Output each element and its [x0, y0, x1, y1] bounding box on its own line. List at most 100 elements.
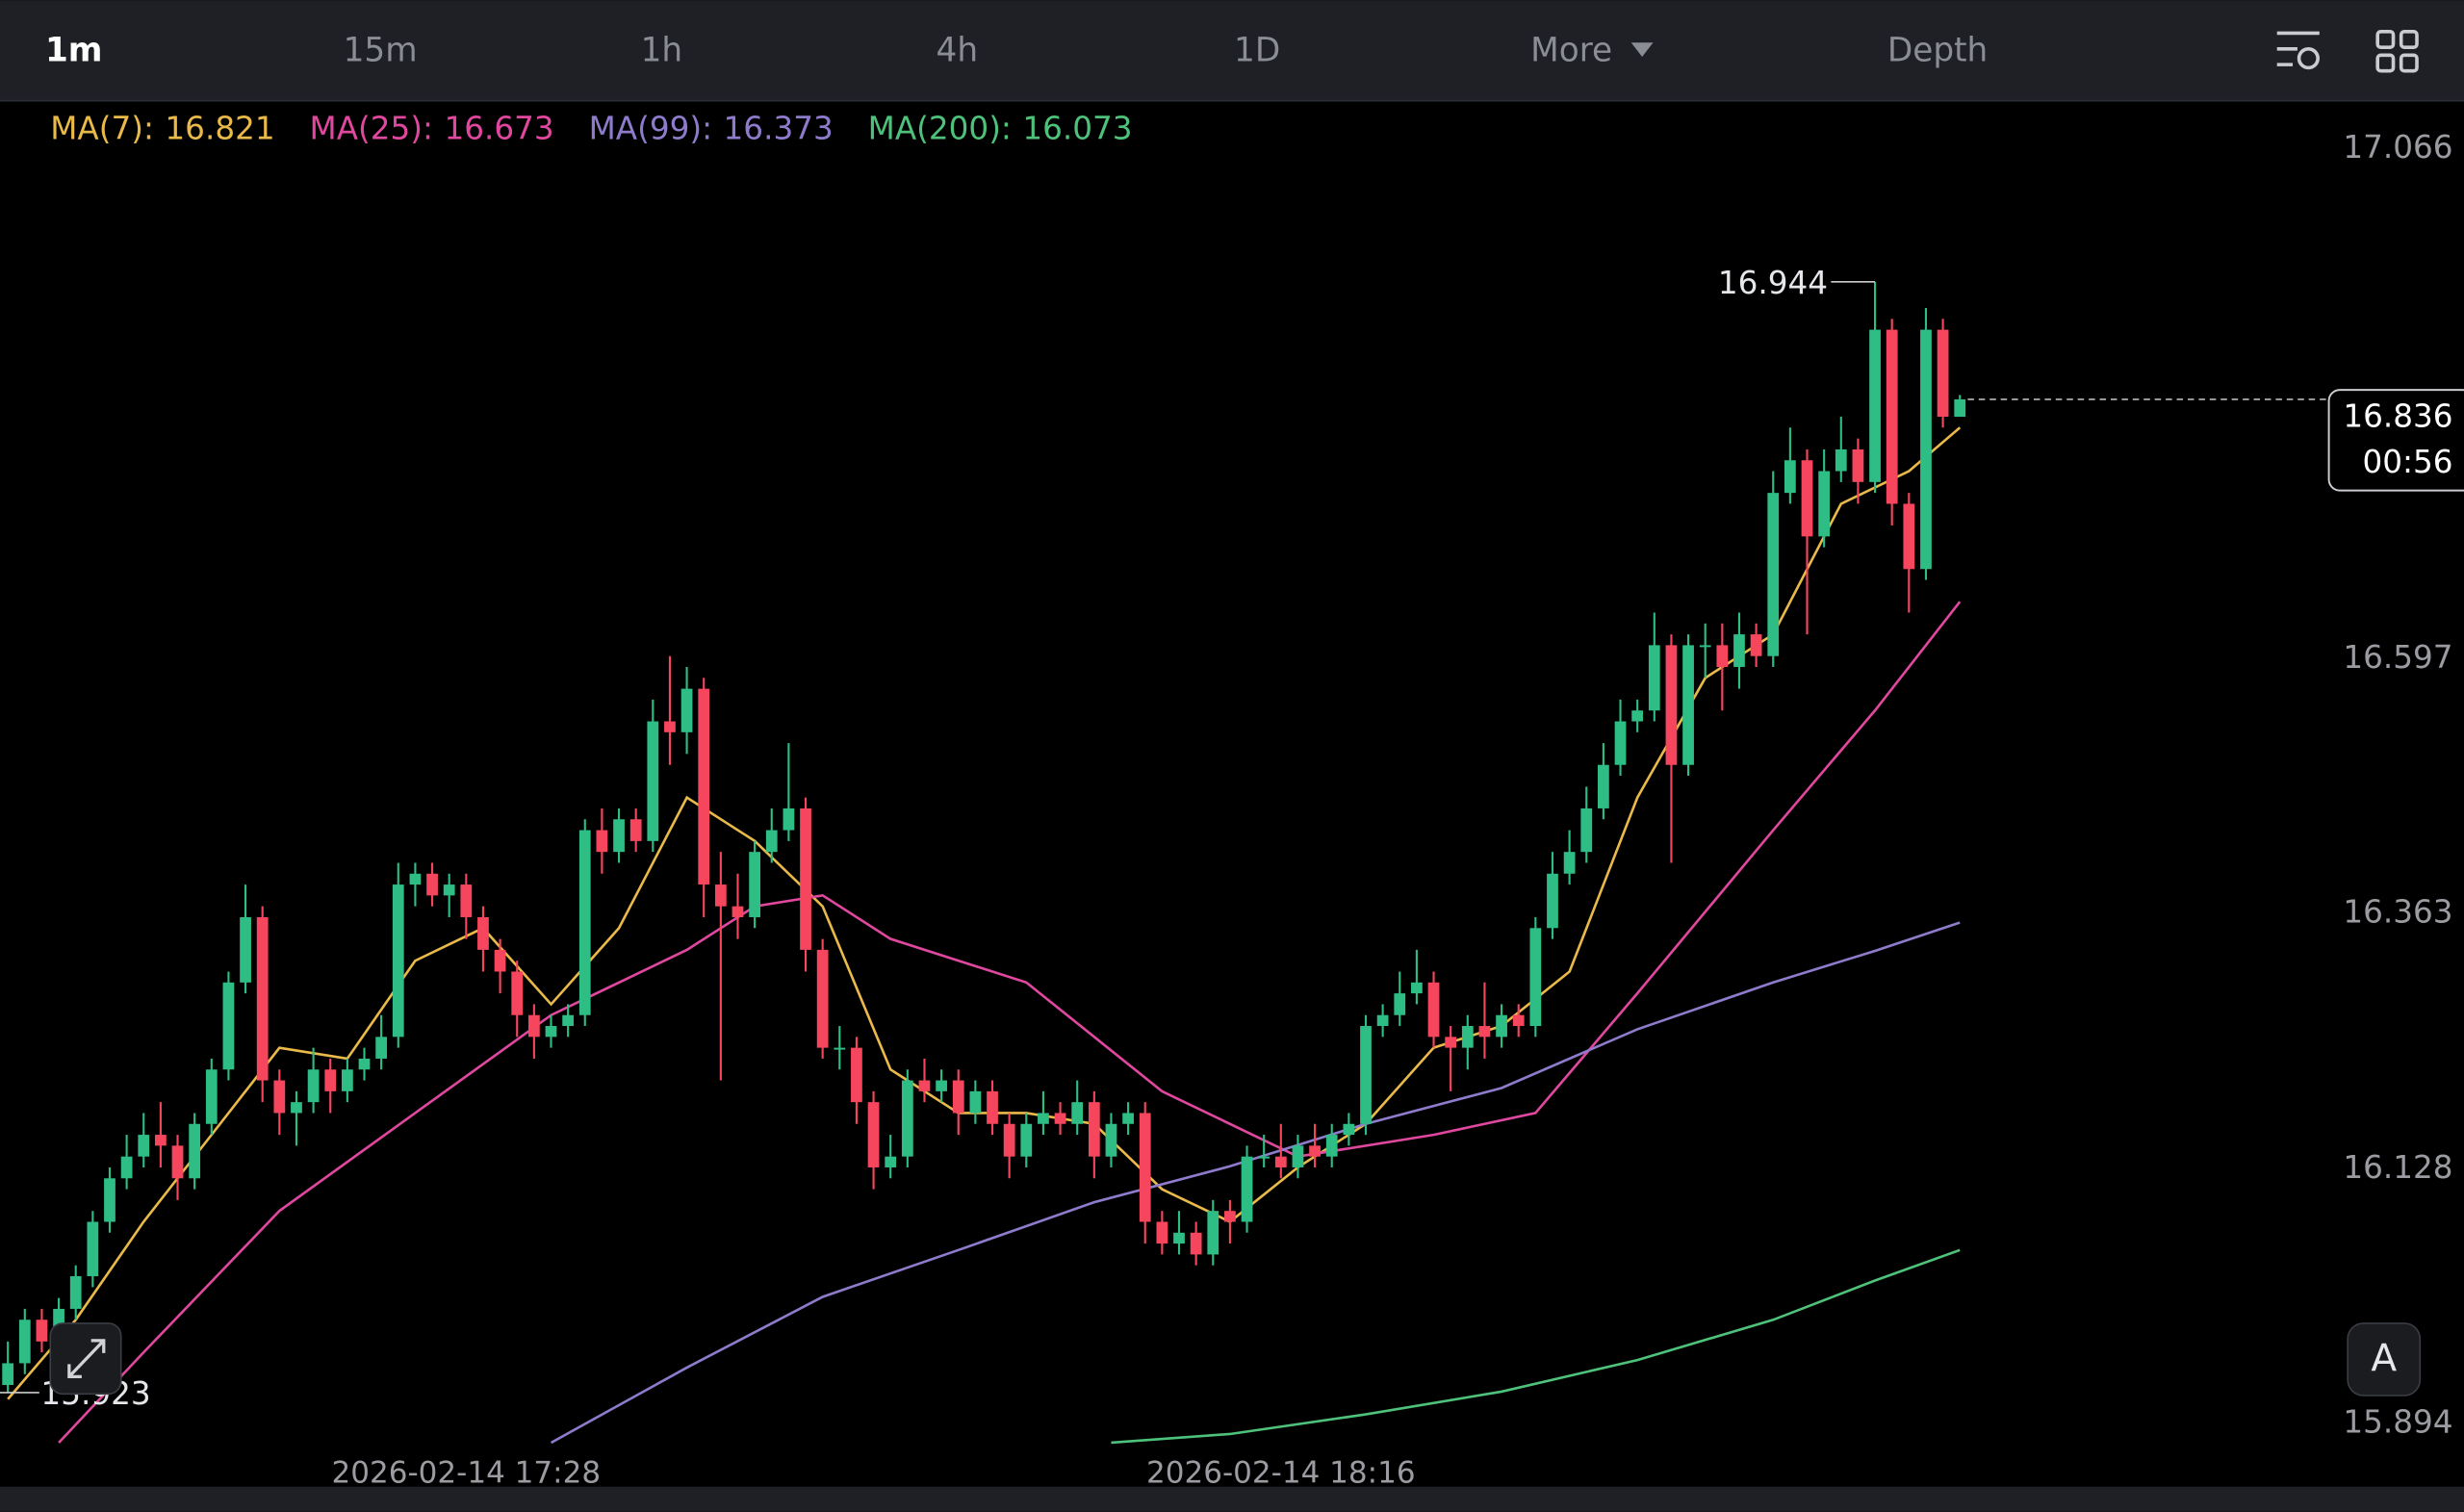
tab-1h[interactable]: 1h [641, 32, 683, 70]
candle-body [1903, 503, 1915, 570]
y-tick-label: 16.597 [2343, 639, 2452, 676]
candle-body [1411, 982, 1423, 994]
candle-body [1122, 1113, 1134, 1124]
candle-body [1631, 710, 1644, 722]
candle-body [1105, 1123, 1117, 1157]
candle-body [1038, 1113, 1049, 1124]
candle-body [1207, 1211, 1219, 1255]
candle-body [545, 1026, 557, 1038]
candle-body [1954, 398, 1966, 418]
candle-body [1716, 645, 1729, 667]
candle-body [426, 873, 438, 896]
top-bar [0, 0, 2464, 101]
candle-body [1682, 645, 1694, 765]
candle-body [494, 949, 506, 972]
auto-scale-button[interactable]: A [2347, 1322, 2422, 1397]
candle-body [1750, 634, 1762, 656]
candle-body [1445, 1037, 1457, 1048]
candle-body [714, 884, 727, 907]
candle-body [273, 1080, 286, 1114]
tab-15m[interactable]: 15m [344, 32, 418, 70]
candle-body [256, 916, 269, 1081]
tab-more[interactable]: More [1530, 32, 1612, 70]
candle-body [1343, 1123, 1355, 1136]
candle-body [816, 949, 829, 1048]
tab-1d[interactable]: 1D [1234, 32, 1280, 70]
candle-body [307, 1069, 320, 1103]
candle-body [1020, 1123, 1033, 1157]
candle-body [460, 884, 473, 917]
candle-body [36, 1320, 48, 1342]
legend-name: MA(99): [589, 111, 713, 147]
y-tick-label: 15.894 [2343, 1404, 2452, 1441]
legend-value: 16.373 [724, 111, 834, 147]
candle-body [443, 884, 455, 896]
candle-body [171, 1145, 184, 1179]
legend-value: 16.073 [1022, 111, 1132, 147]
candle-body [155, 1135, 167, 1146]
candle-body [1003, 1123, 1015, 1157]
current-price-label: 16.836 [2343, 398, 2452, 435]
candle-body [120, 1156, 133, 1179]
candle-body [1274, 1156, 1287, 1167]
legend-value: 16.673 [444, 111, 553, 147]
candle-body [1309, 1145, 1321, 1157]
candle-body [18, 1320, 31, 1364]
candle-body [1054, 1113, 1066, 1124]
candle-body [1156, 1221, 1168, 1244]
candle-body [205, 1069, 218, 1124]
candle-body [1173, 1232, 1185, 1244]
candle-body [1190, 1232, 1202, 1255]
candle-body [647, 721, 659, 841]
ma-line [1111, 1248, 1961, 1445]
tab-1m[interactable]: 1m [45, 32, 103, 70]
candle-body [952, 1080, 964, 1114]
candle-body [1258, 1156, 1270, 1159]
candle-body [358, 1058, 371, 1070]
candle-body [1241, 1156, 1253, 1222]
candle-body [1088, 1102, 1100, 1157]
settings-icon[interactable] [2276, 31, 2320, 70]
tab-depth[interactable]: Depth [1887, 32, 1988, 70]
candle-body [511, 971, 524, 1015]
candle-body [1835, 448, 1847, 472]
tab-4h[interactable]: 4h [937, 32, 979, 70]
candle-body [69, 1276, 82, 1309]
candle-body [1648, 645, 1660, 711]
legend-name: MA(7): [50, 111, 154, 147]
candle-body [1920, 329, 1932, 570]
candle-body [1461, 1026, 1474, 1048]
candle-body [1376, 1014, 1389, 1027]
layout-icon[interactable] [2375, 30, 2419, 73]
candle-body [1325, 1135, 1338, 1157]
candle-body [1886, 329, 1898, 504]
x-tick-label: 2026-02-14 17:28 [332, 1456, 601, 1491]
candle-body [409, 873, 422, 885]
candle-body [732, 906, 744, 917]
candle-body [1699, 645, 1711, 648]
candle-body [562, 1014, 575, 1027]
candle-body [1139, 1113, 1151, 1222]
candle-body [680, 688, 693, 732]
candle-body [222, 982, 235, 1070]
candle-body [783, 807, 795, 831]
ma-line [58, 601, 1962, 1444]
auto-scale-label: A [2371, 1338, 2397, 1381]
candle-body [240, 916, 251, 983]
candle-body [477, 916, 489, 950]
candle-body [578, 830, 591, 1015]
candle-body [1529, 928, 1542, 1027]
candle-body [1801, 460, 1813, 537]
y-tick-label: 16.128 [2343, 1149, 2452, 1186]
candle-body [392, 884, 404, 1038]
candle-body [1394, 993, 1406, 1015]
countdown-label: 00:56 [2362, 444, 2452, 480]
candle-body [1427, 982, 1440, 1038]
candle-body [901, 1080, 913, 1157]
expand-button[interactable] [49, 1322, 122, 1396]
y-tick-label: 17.066 [2343, 129, 2452, 166]
current-price-box [2327, 389, 2464, 492]
candle-body [375, 1037, 388, 1059]
candle-body [1767, 493, 1780, 656]
